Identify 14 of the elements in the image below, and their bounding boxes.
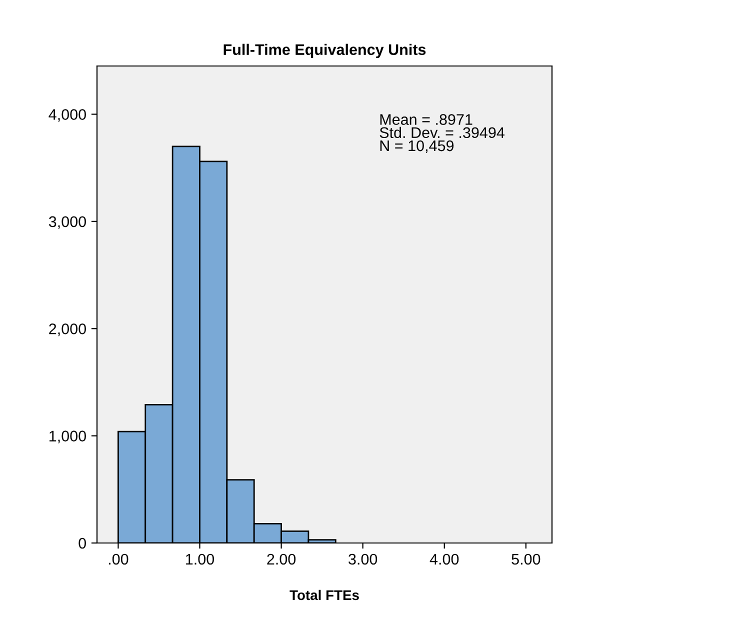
annotation: Mean = .8971 Std. Dev. = .39494 N = 10,459 [380,114,504,153]
x-tick-label: 2.00 [267,554,296,565]
y-tick-label: 3,000 [48,216,86,229]
x-tick-label: .00 [108,554,128,565]
x-tick-label: 4.00 [430,554,459,565]
chart-title: Full-Time Equivalency Units [224,44,426,58]
x-tick-label: 3.00 [348,554,378,565]
y-tick-label: 4,000 [48,109,86,122]
y-tick-label: 0 [78,538,86,549]
x-tick-label: 5.00 [512,554,540,565]
y-tick-label: 1,000 [50,430,86,444]
y-tick-label: 2,000 [49,323,86,336]
x-tick-label: 1.00 [186,554,214,565]
x-axis-title: Total FTEs [290,590,359,600]
